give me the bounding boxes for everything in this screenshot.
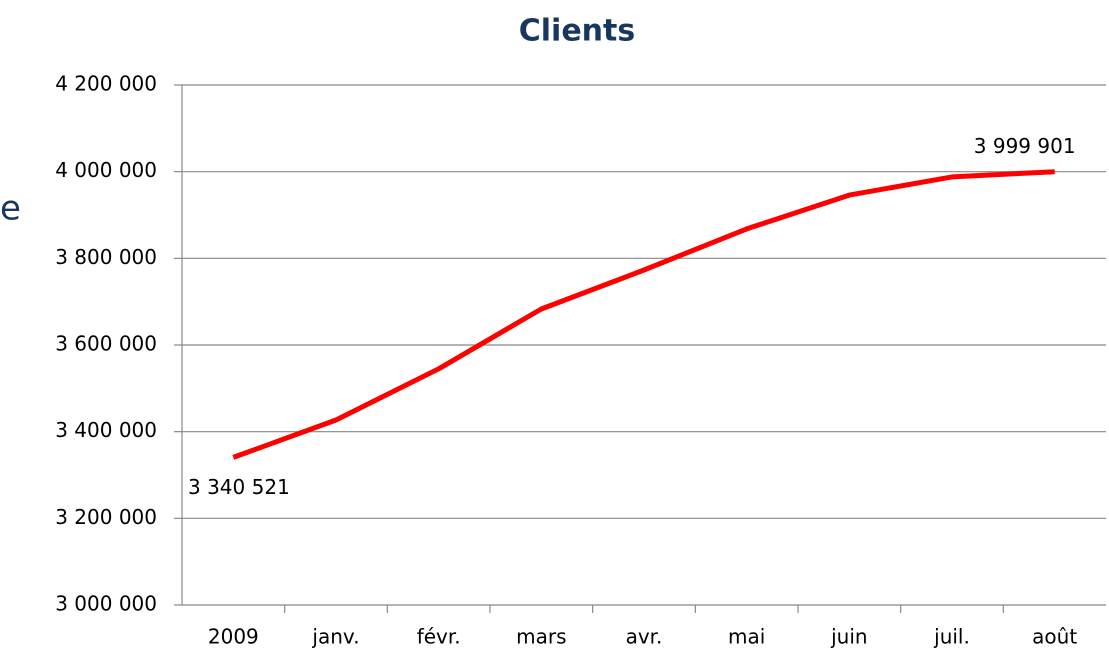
x-tick-label: févr. <box>417 625 461 649</box>
x-tick-label: 2009 <box>208 625 259 649</box>
y-tick-label: 3 800 000 <box>55 245 157 269</box>
x-tick-label: août <box>1032 625 1077 649</box>
y-tick-label: 3 600 000 <box>55 332 157 356</box>
annotation: e <box>0 189 21 229</box>
y-tick-label: 3 200 000 <box>55 505 157 529</box>
x-tick-label: janv. <box>311 625 359 649</box>
y-tick-label: 3 000 000 <box>55 592 157 616</box>
x-tick-label: juin <box>830 625 867 649</box>
x-tick-label: juil. <box>933 625 970 649</box>
y-tick-label: 3 400 000 <box>55 418 157 442</box>
data-label: 3 340 521 <box>188 475 290 499</box>
data-label: 3 999 901 <box>974 134 1076 158</box>
x-tick-label: mars <box>516 625 566 649</box>
y-tick-label: 4 000 000 <box>55 158 157 182</box>
line <box>232 169 1055 460</box>
x-tick-label: avr. <box>626 625 663 649</box>
x-tick-label: mai <box>728 625 765 649</box>
y-tick-label: 4 200 000 <box>55 72 157 96</box>
chart-title: Clients <box>519 14 635 49</box>
